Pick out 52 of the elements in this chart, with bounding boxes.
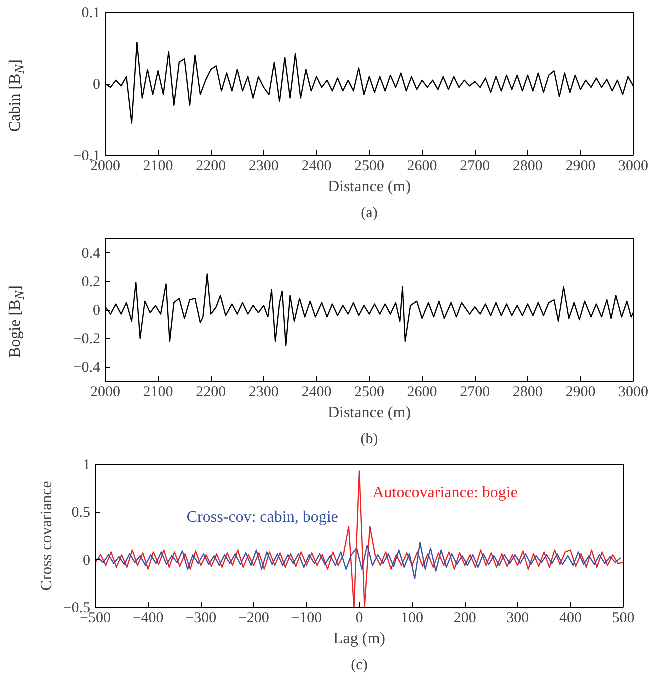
- x-tick-label: 2700: [460, 384, 490, 400]
- x-tick-label: 2100: [143, 158, 174, 174]
- x-tick-label: 2900: [566, 384, 596, 400]
- y-tick-label: 0: [93, 77, 100, 93]
- x-tick-label: 2500: [354, 158, 384, 174]
- y-tick-label: 0: [83, 552, 90, 569]
- y-tick-label: 0.2: [82, 274, 100, 290]
- y-tick-label: 0.1: [82, 6, 100, 22]
- x-tick-label: 2400: [302, 384, 332, 400]
- x-tick-label: 2400: [302, 158, 332, 174]
- x-axis-title: Lag (m): [334, 630, 386, 648]
- y-tick-label: 1: [83, 458, 90, 474]
- x-tick-label: 500: [612, 610, 635, 626]
- x-tick-label: 2800: [512, 384, 543, 400]
- text: (a): [361, 206, 378, 222]
- x-tick-label: 3000: [618, 384, 648, 400]
- text: (c): [351, 658, 368, 674]
- x-tick-label: −300: [186, 610, 217, 626]
- x-tick-label: −100: [291, 610, 322, 626]
- x-tick-label: −200: [238, 610, 270, 626]
- x-tick-label: 2300: [248, 384, 279, 400]
- x-tick-label: 400: [559, 610, 582, 626]
- line-series: [98, 542, 622, 580]
- x-tick-label: 100: [401, 610, 424, 626]
- y-tick-label: −0.2: [73, 332, 101, 348]
- x-tick-label: 2200: [196, 158, 226, 174]
- y-axis-title: Cross covariance: [38, 481, 56, 591]
- x-tick-label: 300: [506, 610, 530, 626]
- y-tick-label: 0: [93, 303, 100, 319]
- x-tick-label: 2200: [196, 384, 226, 400]
- x-tick-label: 2300: [248, 158, 279, 174]
- x-tick-label: 3000: [618, 158, 648, 174]
- y-tick-label: 0.4: [82, 246, 101, 262]
- x-tick-label: 200: [454, 610, 476, 626]
- y-tick-label: −0.5: [63, 600, 91, 616]
- x-axis-title: Distance (m): [328, 404, 412, 422]
- x-tick-label: 2600: [407, 158, 438, 174]
- x-tick-label: 0: [356, 610, 364, 626]
- text: (b): [360, 432, 378, 448]
- series-label: Autocovariance: bogie: [372, 484, 518, 502]
- x-tick-label: −400: [132, 610, 164, 626]
- x-tick-label: 2600: [407, 384, 438, 400]
- x-axis-title: Distance (m): [328, 178, 412, 196]
- y-tick-label: 0.5: [72, 505, 90, 522]
- x-tick-label: 2500: [354, 384, 384, 400]
- x-tick-label: 2800: [512, 158, 543, 174]
- y-tick-label: −0.4: [73, 360, 101, 376]
- series-label: Cross-cov: cabin, bogie: [186, 508, 338, 526]
- x-tick-label: 2000: [90, 384, 120, 400]
- x-tick-label: 2700: [460, 158, 490, 174]
- x-tick-label: 2100: [143, 384, 174, 400]
- x-tick-label: 2900: [566, 158, 596, 174]
